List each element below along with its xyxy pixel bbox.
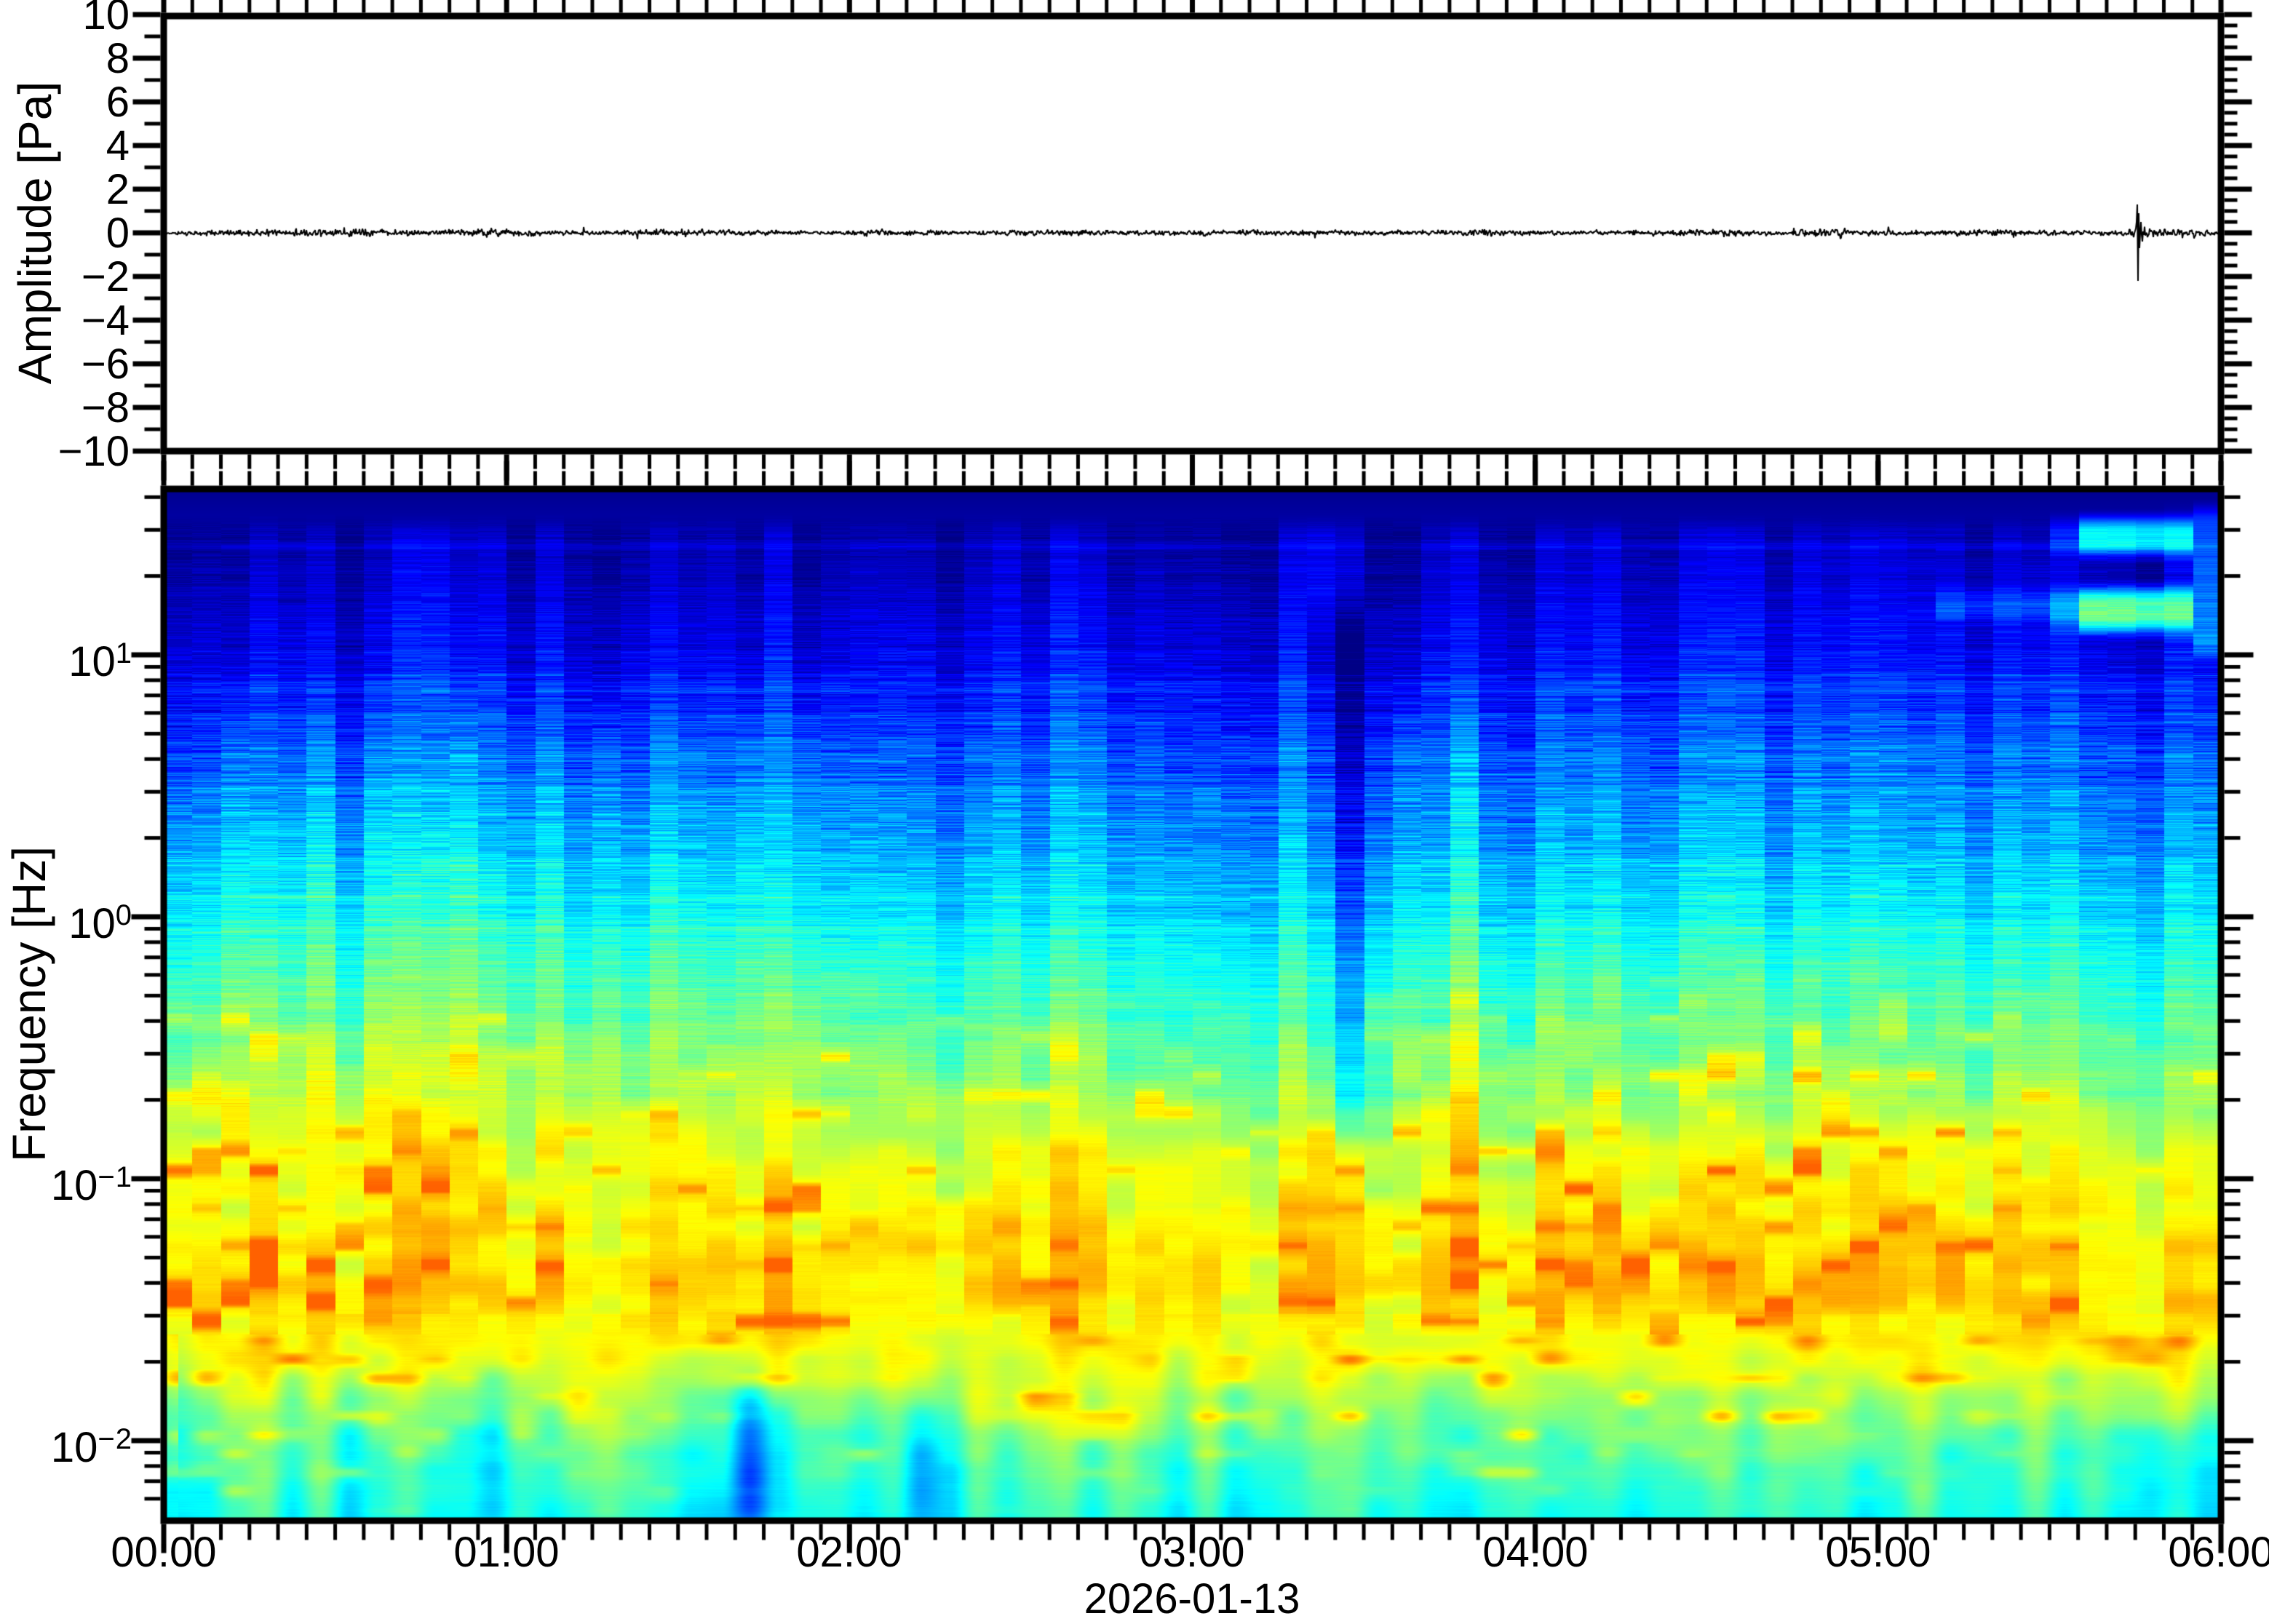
amp-tick-label: −4 (81, 297, 130, 344)
amp-tick-label: 4 (106, 122, 130, 170)
x-tick-label: 04:00 (1482, 1529, 1589, 1576)
amp-tick-label: −2 (81, 253, 130, 300)
date-label: 2026-01-13 (1084, 1575, 1300, 1623)
x-tick-label: 00:00 (111, 1529, 217, 1576)
amp-tick-label: −6 (81, 341, 130, 388)
freq-tick-label: 101 (68, 637, 132, 685)
amp-tick-label: 10 (82, 0, 130, 39)
amp-tick-label: −8 (81, 384, 130, 431)
amp-tick-label: 0 (106, 210, 130, 257)
x-tick-label: 03:00 (1139, 1529, 1245, 1576)
x-tick-label: 05:00 (1825, 1529, 1931, 1576)
frequency-axis-title: Frequency [Hz] (3, 846, 55, 1162)
x-tick-label: 02:00 (796, 1529, 902, 1576)
amp-tick-label: 2 (106, 166, 130, 213)
amp-tick-label: 6 (106, 79, 130, 126)
amp-tick-label: −10 (57, 428, 130, 475)
x-tick-label: 01:00 (453, 1529, 560, 1576)
amplitude-axis-title: Amplitude [Pa] (9, 81, 61, 385)
freq-tick-label: 10−1 (50, 1161, 132, 1209)
freq-tick-label: 100 (68, 899, 132, 947)
freq-tick-label: 10−2 (50, 1423, 132, 1471)
x-tick-label: 06:00 (2168, 1529, 2269, 1576)
amp-tick-label: 8 (106, 35, 130, 82)
